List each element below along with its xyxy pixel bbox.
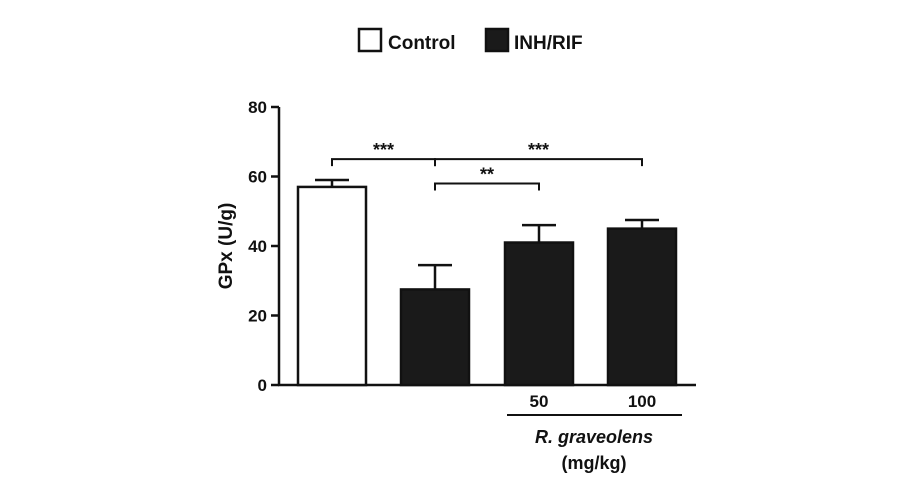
significance-label: ***	[373, 140, 394, 160]
y-axis-label: GPx (U/g)	[216, 203, 237, 290]
bars	[296, 185, 678, 387]
significance-label: **	[480, 164, 494, 184]
y-tick-label: 80	[248, 98, 267, 117]
legend-label-control: Control	[388, 33, 456, 54]
error-bars	[315, 178, 659, 290]
x-tick-label: 50	[530, 392, 549, 411]
group-label-units: (mg/kg)	[562, 453, 627, 473]
significance-label: ***	[528, 140, 549, 160]
significance-bracket	[331, 158, 436, 167]
y-tick-label: 0	[258, 376, 267, 395]
y-tick-label: 40	[248, 237, 267, 256]
significance-brackets: *** *****	[331, 140, 643, 191]
significance-bracket	[434, 158, 643, 167]
y-tick-label: 60	[248, 168, 267, 187]
legend-swatch-inh-rif	[484, 27, 510, 53]
y-ticks: 0 20 40 60 80	[248, 98, 279, 395]
legend: Control INH/RIF	[357, 27, 583, 54]
significance-bracket	[434, 182, 540, 191]
bar-control	[296, 185, 368, 387]
y-tick-label: 20	[248, 307, 267, 326]
x-tick-label: 100	[628, 392, 656, 411]
bar-inh-rif-alone	[399, 288, 471, 387]
bar-inh-rif-50	[503, 241, 575, 387]
legend-label-inh-rif: INH/RIF	[514, 33, 583, 54]
legend-swatch-control	[357, 27, 383, 53]
group-label-species: R. graveolens	[535, 427, 653, 447]
bar-inh-rif-100	[606, 227, 678, 387]
x-tick-labels: 50 100	[530, 392, 657, 411]
